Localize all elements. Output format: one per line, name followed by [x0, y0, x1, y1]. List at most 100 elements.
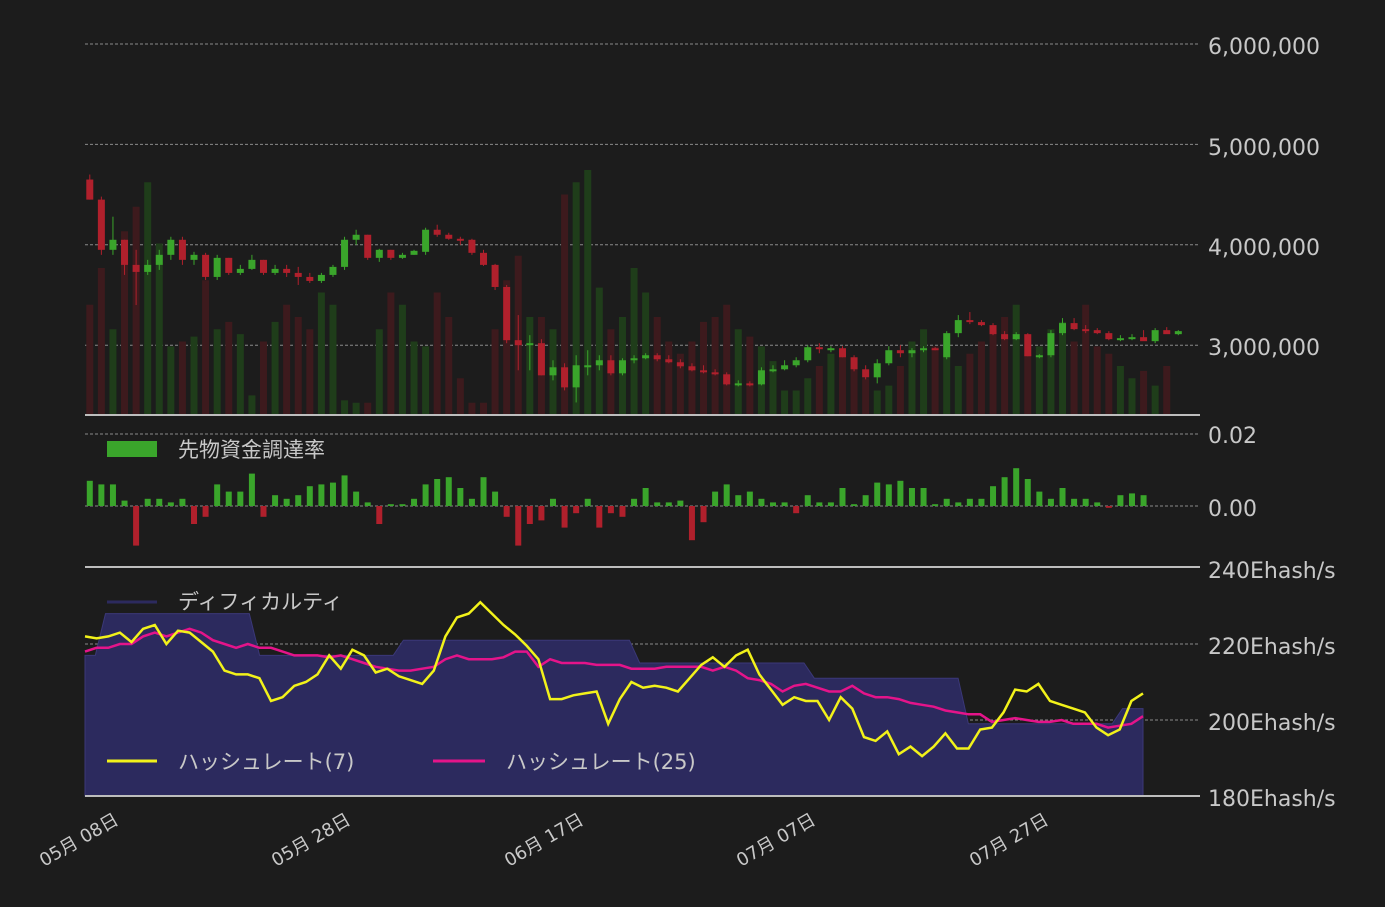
funding-bar: [1036, 491, 1043, 506]
funding-bar: [746, 491, 753, 506]
funding-bar: [272, 495, 279, 506]
candle-body: [352, 234, 360, 240]
candle-body: [329, 266, 337, 275]
funding-bar: [665, 502, 672, 506]
candle-body: [618, 360, 626, 374]
volume-bar: [943, 353, 951, 415]
volume-bar: [202, 280, 210, 415]
volume-bar: [271, 321, 279, 415]
candle-body: [630, 358, 638, 361]
candle-body: [271, 268, 279, 273]
volume-bar: [410, 341, 418, 415]
volume-bar: [977, 341, 985, 415]
candle-body: [132, 264, 140, 272]
funding-bar: [955, 502, 962, 506]
funding-bar: [758, 498, 765, 506]
funding-bar: [457, 488, 464, 506]
funding-bar: [1024, 479, 1031, 506]
funding-bar: [387, 504, 394, 506]
candle-body: [190, 254, 198, 260]
candle-body: [908, 350, 916, 354]
volume-bar: [213, 329, 221, 415]
candle-body: [1070, 323, 1078, 330]
volume-bar: [387, 292, 395, 415]
funding-bar: [411, 498, 418, 506]
hashrate-25-line: [84, 627, 1144, 729]
candle-body: [1059, 323, 1067, 334]
funding-bar: [874, 482, 881, 506]
funding-bar: [549, 498, 556, 506]
candle-body: [688, 366, 696, 371]
volume-bar: [1093, 346, 1101, 415]
volume-bar: [966, 353, 974, 415]
volume-bar: [931, 346, 939, 415]
funding-bar: [538, 506, 545, 521]
date-axis: 05月 08日 05月 28日 06月 17日 07月 07日 07月 27日: [36, 809, 1052, 871]
volume-bar: [352, 402, 360, 415]
price-tick-4000000: 4,000,000: [1208, 236, 1320, 261]
funding-bar: [202, 506, 209, 517]
volume-bar: [294, 317, 302, 415]
volume-bar: [329, 304, 337, 415]
candle-body: [144, 264, 152, 272]
hashrate-7-line: [84, 600, 1144, 758]
funding-bar: [839, 488, 846, 506]
funding-bar: [1140, 495, 1147, 506]
funding-bar: [1128, 493, 1135, 506]
funding-bar: [688, 506, 695, 541]
funding-bar: [897, 480, 904, 506]
hashrate-panel: ディフィカルティ ハッシュレート(7) ハッシュレート(25) 240Ehash…: [84, 559, 1336, 812]
candle-body: [850, 357, 858, 370]
funding-bar: [133, 506, 140, 546]
volume-bar: [723, 304, 731, 415]
funding-bar: [86, 480, 93, 506]
funding-bar: [515, 506, 522, 546]
candle-body: [584, 365, 592, 368]
candle-body: [1024, 334, 1032, 357]
volume-bar: [746, 336, 754, 415]
funding-bar: [492, 491, 499, 506]
candle-body: [920, 348, 928, 351]
candle-body: [213, 257, 221, 277]
candle-body: [769, 369, 777, 372]
candle-body: [1035, 355, 1043, 358]
candle-body: [653, 355, 661, 360]
funding-bar: [573, 506, 580, 514]
volume-bar: [734, 329, 742, 415]
candle-body: [398, 254, 406, 258]
funding-bar: [144, 498, 151, 506]
candle-body: [862, 369, 870, 378]
price-panel: 6,000,000 5,000,000 4,000,000 3,000,000: [85, 35, 1320, 416]
funding-bar: [770, 502, 777, 506]
funding-bar: [978, 498, 985, 506]
funding-bar: [654, 502, 661, 506]
volume-bar: [190, 336, 198, 415]
candle-body: [954, 320, 962, 334]
volume-bar: [398, 304, 406, 415]
funding-bar: [329, 482, 336, 506]
volume-bar: [1116, 366, 1124, 415]
candle-body: [514, 340, 522, 346]
candle-body: [665, 359, 673, 363]
volume-bar: [178, 341, 186, 415]
candle-body: [202, 254, 210, 277]
funding-tick-000: 0.00: [1208, 497, 1257, 522]
volume-bar: [908, 341, 916, 415]
candle-body: [838, 348, 846, 358]
volume-bar: [873, 390, 881, 415]
funding-bar: [908, 488, 915, 506]
candle-body: [410, 250, 418, 255]
volume-bar: [1151, 385, 1159, 415]
candle-body: [1012, 334, 1020, 340]
candle-body: [236, 268, 244, 273]
price-tick-3000000: 3,000,000: [1208, 336, 1320, 361]
date-label-0528: 05月 28日: [268, 809, 354, 871]
volume-bar: [259, 341, 267, 415]
candle-body: [364, 234, 372, 258]
candle-body: [792, 360, 800, 366]
funding-bar: [1094, 502, 1101, 506]
price-candles: [86, 174, 1182, 403]
candle-body: [294, 272, 302, 277]
funding-bar: [109, 484, 116, 506]
volume-bar: [676, 353, 684, 415]
